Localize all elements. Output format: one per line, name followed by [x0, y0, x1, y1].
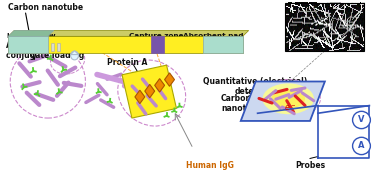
Polygon shape [122, 65, 177, 118]
Circle shape [353, 137, 370, 155]
Bar [51, 43, 54, 51]
Circle shape [353, 111, 370, 129]
Ellipse shape [263, 83, 314, 114]
Text: Probes: Probes [295, 161, 325, 170]
Bar [57, 43, 60, 51]
Polygon shape [203, 36, 243, 53]
Text: Analyte &
conjugate loading: Analyte & conjugate loading [6, 41, 85, 61]
Polygon shape [8, 36, 48, 53]
Text: Protein A: Protein A [107, 58, 147, 67]
Polygon shape [155, 79, 164, 92]
Polygon shape [8, 30, 54, 36]
Polygon shape [8, 30, 249, 36]
Polygon shape [241, 82, 325, 121]
Polygon shape [71, 51, 79, 55]
Text: $e^-$: $e^-$ [284, 104, 296, 113]
Text: Carbon
nanotubes: Carbon nanotubes [221, 94, 267, 113]
Text: Absorbent pad: Absorbent pad [183, 33, 243, 39]
Text: Lateral flow: Lateral flow [7, 33, 55, 39]
Polygon shape [135, 90, 145, 104]
Polygon shape [145, 84, 155, 98]
Text: Quantitative (electrical)
detection: Quantitative (electrical) detection [203, 77, 308, 96]
Polygon shape [8, 36, 243, 53]
Bar [285, 3, 364, 51]
Ellipse shape [271, 89, 305, 108]
Text: Human IgG: Human IgG [186, 161, 234, 170]
Polygon shape [164, 73, 175, 86]
Text: A: A [358, 141, 365, 150]
Polygon shape [151, 36, 164, 53]
Text: Carbon nanotube: Carbon nanotube [8, 3, 84, 12]
Text: V: V [358, 115, 365, 125]
Ellipse shape [71, 51, 79, 60]
Text: Capture zone: Capture zone [129, 33, 184, 39]
